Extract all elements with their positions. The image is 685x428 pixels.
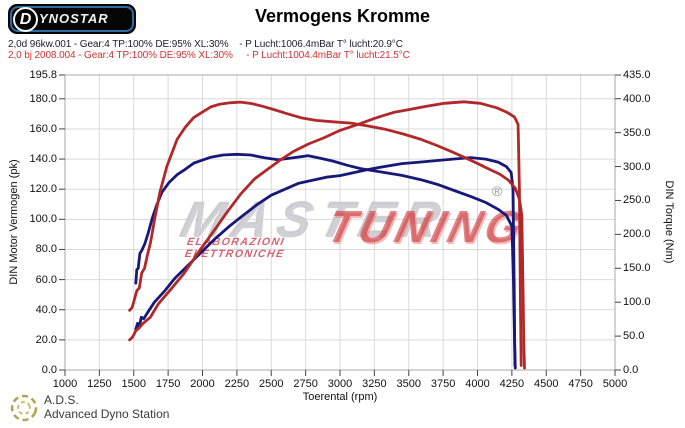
x-axis-title: Toerental (rpm) xyxy=(302,391,378,403)
dynostar-logo-border xyxy=(10,6,134,32)
torque-run2-tuned-curve xyxy=(128,100,526,370)
power-run1-stock-curve xyxy=(134,156,517,367)
page-title: Vermogens Kromme xyxy=(254,6,431,26)
ads-logo-icon xyxy=(10,394,38,422)
dynostar-logo-d-ring: D xyxy=(13,7,38,32)
power-run2-tuned-curve xyxy=(128,100,523,367)
dynostar-logo-text: YNOSTAR xyxy=(39,11,109,26)
dynostar-logo: D YNOSTAR xyxy=(8,4,136,34)
run-info-line-1: 2,0d 96kw.001 - Gear:4 TP:100% DE:95% XL… xyxy=(8,39,403,50)
run-info-line-2: 2,0 bj 2008.004 - Gear:4 TP:100% DE:95% … xyxy=(8,50,410,61)
torque-run1-stock-curve xyxy=(134,152,517,370)
ads-name: Advanced Dyno Station xyxy=(44,407,170,421)
ads-abbreviation: A.D.S. xyxy=(44,393,79,407)
